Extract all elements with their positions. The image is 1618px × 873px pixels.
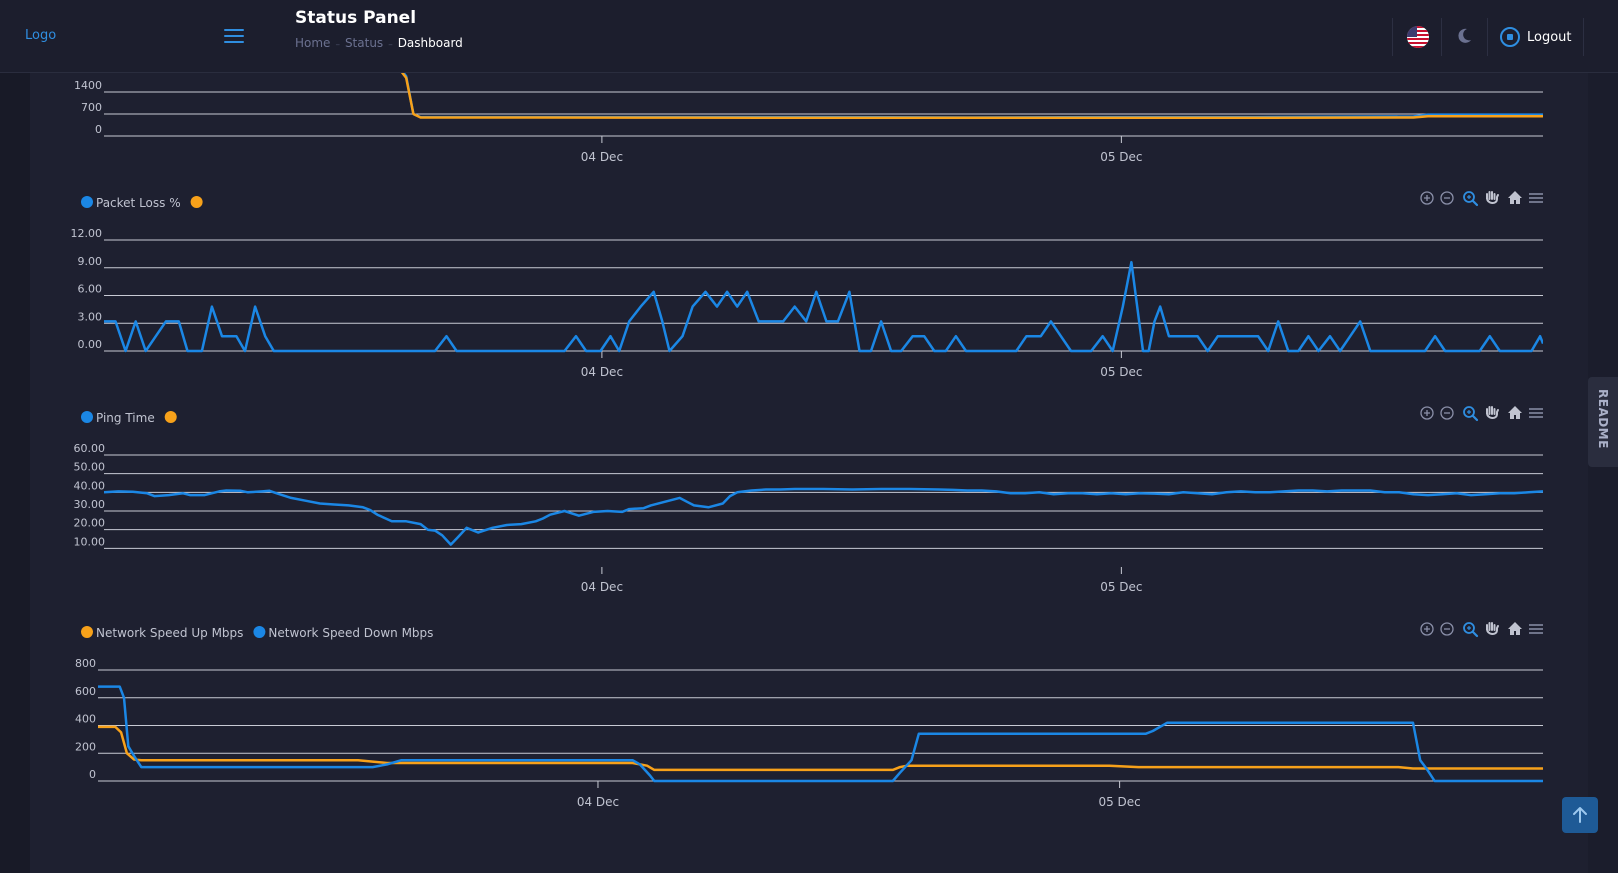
page-title: Status Panel: [295, 8, 417, 28]
y-tick-label: 1400: [74, 79, 102, 92]
y-tick-label: 700: [81, 101, 102, 114]
y-tick-label: 40.00: [74, 479, 106, 492]
reset-home-icon[interactable]: [1508, 191, 1522, 204]
y-tick-label: 800: [75, 657, 96, 670]
zoom-in-icon[interactable]: [1420, 191, 1434, 205]
legend-marker: [81, 626, 93, 638]
zoom-in-icon[interactable]: [1420, 622, 1434, 636]
legend-label: Packet Loss %: [96, 196, 181, 210]
x-tick-label: 05 Dec: [1100, 365, 1142, 379]
reset-home-icon[interactable]: [1508, 622, 1522, 635]
legend-label: Ping Time: [96, 411, 155, 425]
series-line: [104, 487, 1543, 546]
x-tick-label: 04 Dec: [577, 795, 619, 809]
breadcrumb-separator-icon: –: [388, 40, 393, 50]
top-navbar: Logo Status Panel Home – Status – Dashboard …: [0, 0, 1618, 73]
legend-marker: [81, 411, 93, 423]
zoom-selection-icon[interactable]: [1463, 622, 1479, 638]
menu-icon[interactable]: [1529, 193, 1543, 203]
x-tick-label: 04 Dec: [581, 365, 623, 379]
logout-icon: [1500, 27, 1520, 47]
y-tick-label: 20.00: [74, 517, 106, 530]
logo[interactable]: Logo: [25, 28, 57, 43]
legend-marker: [81, 196, 93, 208]
breadcrumb: Home – Status – Dashboard: [295, 36, 463, 50]
series-line: [98, 685, 1543, 783]
legend-marker: [164, 411, 177, 423]
x-tick-label: 05 Dec: [1098, 795, 1140, 809]
pan-hand-icon[interactable]: [1486, 622, 1499, 635]
y-tick-label: 200: [75, 740, 96, 753]
zoom-out-icon[interactable]: [1440, 622, 1454, 636]
pan-hand-icon[interactable]: [1486, 406, 1499, 419]
pan-hand-icon[interactable]: [1486, 191, 1499, 204]
y-tick-label: 6.00: [78, 283, 103, 296]
breadcrumb-separator-icon: –: [335, 40, 340, 50]
y-tick-label: 0.00: [78, 338, 103, 351]
zoom-out-icon[interactable]: [1440, 406, 1454, 420]
zoom-selection-icon[interactable]: [1463, 406, 1479, 422]
legend-marker: [253, 626, 266, 638]
hamburger-menu-icon[interactable]: [224, 26, 246, 46]
menu-icon[interactable]: [1529, 624, 1543, 634]
breadcrumb-status[interactable]: Status: [344, 36, 384, 50]
legend-marker: [190, 196, 203, 208]
navbar-divider: [1392, 18, 1393, 56]
charts-card: [30, 73, 1588, 873]
sidebar-strip: [0, 73, 30, 873]
scroll-to-top-button[interactable]: [1562, 797, 1598, 833]
dark-mode-moon-icon[interactable]: [1455, 27, 1473, 45]
us-flag-icon[interactable]: [1407, 26, 1429, 48]
x-tick-label: 05 Dec: [1100, 580, 1142, 594]
series-line: [400, 73, 1543, 120]
y-tick-label: 0: [89, 768, 96, 781]
logout-button[interactable]: Logout: [1500, 26, 1572, 48]
logout-label: Logout: [1527, 29, 1572, 45]
y-tick-label: 50.00: [74, 461, 106, 474]
y-tick-label: 9.00: [78, 255, 103, 268]
x-tick-label: 04 Dec: [581, 150, 623, 164]
zoom-selection-icon[interactable]: [1463, 191, 1479, 207]
readme-tab[interactable]: README: [1588, 377, 1618, 467]
navbar-divider: [1441, 18, 1442, 56]
breadcrumb-home[interactable]: Home: [295, 36, 331, 50]
legend-label: Network Speed Down Mbps: [268, 626, 433, 640]
x-tick-label: 04 Dec: [581, 580, 623, 594]
y-tick-label: 600: [75, 685, 96, 698]
y-tick-label: 12.00: [71, 227, 103, 240]
navbar-divider: [1487, 18, 1488, 56]
arrow-up-icon: [1573, 807, 1587, 823]
series-line: [104, 260, 1543, 353]
y-tick-label: 3.00: [78, 310, 103, 323]
reset-home-icon[interactable]: [1508, 406, 1522, 419]
series-line: [98, 725, 1543, 772]
navbar-divider: [1583, 18, 1584, 56]
y-tick-label: 30.00: [74, 498, 106, 511]
breadcrumb-dashboard: Dashboard: [397, 36, 463, 50]
readme-label: README: [1596, 389, 1610, 449]
y-tick-label: 60.00: [74, 442, 106, 455]
y-tick-label: 0: [95, 123, 102, 136]
y-tick-label: 400: [75, 713, 96, 726]
y-tick-label: 10.00: [74, 535, 106, 548]
zoom-out-icon[interactable]: [1440, 191, 1454, 205]
legend-label: Network Speed Up Mbps: [96, 626, 243, 640]
menu-icon[interactable]: [1529, 408, 1543, 418]
x-tick-label: 05 Dec: [1100, 150, 1142, 164]
zoom-in-icon[interactable]: [1420, 406, 1434, 420]
